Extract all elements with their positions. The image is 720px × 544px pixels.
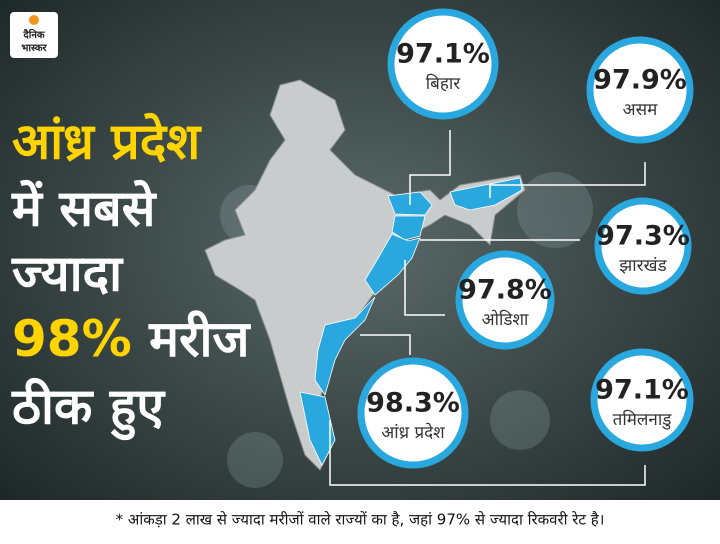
logo bbox=[10, 12, 58, 58]
state-name: तमिलनाडु bbox=[613, 409, 673, 430]
state-badge: 97.1% बिहार bbox=[387, 8, 499, 120]
headline: में सबसे bbox=[11, 180, 158, 238]
state-badge: 97.8% ओडिशा bbox=[455, 250, 555, 350]
badge-ring bbox=[455, 250, 555, 350]
badge-ring bbox=[594, 197, 692, 295]
logo-text: भास्कर bbox=[21, 43, 47, 54]
state-badge: 97.3% झारखंड bbox=[594, 197, 692, 295]
state-name: ओडिशा bbox=[482, 309, 529, 330]
highlighted-states bbox=[299, 177, 523, 466]
state-value: 98.3% bbox=[366, 388, 460, 419]
badge-ring bbox=[357, 357, 469, 469]
footnote: * आंकड़ा 2 लाख से ज्यादा मरीजों वाले राज… bbox=[116, 511, 605, 529]
logo-text: दैनिक bbox=[22, 28, 45, 41]
state-value: 97.9% bbox=[593, 65, 687, 96]
headline-rest: मरीज bbox=[148, 310, 251, 368]
badge-ring bbox=[586, 36, 694, 144]
state-value: 97.1% bbox=[595, 375, 689, 406]
state-value: 97.3% bbox=[596, 221, 690, 252]
headline: ज्यादा bbox=[11, 245, 124, 303]
state-name: आंध्र प्रदेश bbox=[381, 422, 445, 443]
state-name: झारखंड bbox=[619, 256, 667, 276]
state-badge: 97.1% तमिलनाडु bbox=[590, 348, 694, 452]
badge-ring bbox=[590, 348, 694, 452]
state-badge: 98.3% आंध्र प्रदेश bbox=[357, 357, 469, 469]
headline: आंध्र प्रदेश bbox=[12, 113, 202, 171]
state-value: 97.8% bbox=[458, 275, 552, 306]
state-badge: 97.9% असम bbox=[586, 36, 694, 144]
state-value: 97.1% bbox=[396, 39, 490, 70]
state-name: बिहार bbox=[426, 73, 462, 94]
footer bbox=[0, 500, 720, 540]
state-name: असम bbox=[623, 100, 658, 120]
headline-highlight: 98% bbox=[12, 310, 132, 368]
logo-sun bbox=[29, 15, 39, 25]
headline: ठीक हुए bbox=[11, 378, 166, 441]
headline: 98% मरीज bbox=[12, 310, 251, 368]
connectors bbox=[329, 130, 646, 486]
badge-ring bbox=[387, 8, 499, 120]
